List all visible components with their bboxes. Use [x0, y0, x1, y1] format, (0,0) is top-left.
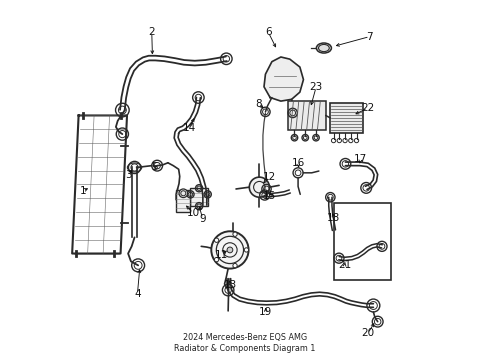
- Text: 20: 20: [361, 328, 374, 338]
- Text: 3: 3: [125, 170, 132, 180]
- Circle shape: [233, 264, 237, 268]
- Bar: [334, 203, 391, 280]
- Text: 14: 14: [183, 123, 196, 133]
- Text: 18: 18: [327, 213, 341, 222]
- Circle shape: [211, 231, 248, 269]
- Text: 7: 7: [367, 32, 373, 41]
- Text: 10: 10: [186, 208, 199, 218]
- Text: 2024 Mercedes-Benz EQS AMG
Radiator & Components Diagram 1: 2024 Mercedes-Benz EQS AMG Radiator & Co…: [174, 333, 316, 353]
- Text: 17: 17: [354, 154, 367, 164]
- Circle shape: [179, 189, 188, 198]
- Circle shape: [227, 247, 233, 253]
- Text: 6: 6: [265, 27, 271, 37]
- Bar: [330, 103, 363, 133]
- Text: 22: 22: [361, 103, 374, 113]
- Circle shape: [215, 238, 219, 242]
- Text: 8: 8: [255, 99, 262, 109]
- Text: 4: 4: [134, 289, 141, 299]
- Bar: [176, 190, 191, 212]
- Text: 19: 19: [259, 307, 272, 317]
- Text: 5: 5: [151, 162, 158, 172]
- Circle shape: [215, 257, 219, 262]
- Text: 21: 21: [338, 260, 351, 270]
- Ellipse shape: [317, 43, 331, 53]
- Text: 12: 12: [263, 172, 276, 182]
- Text: 13: 13: [224, 280, 237, 290]
- Circle shape: [245, 248, 248, 252]
- Bar: [288, 101, 326, 130]
- Text: 16: 16: [292, 158, 305, 168]
- Text: 15: 15: [263, 191, 276, 201]
- Circle shape: [233, 232, 237, 237]
- Text: 1: 1: [79, 186, 86, 196]
- Text: 2: 2: [148, 27, 155, 37]
- Circle shape: [249, 177, 270, 197]
- Text: 23: 23: [309, 82, 322, 93]
- Text: 9: 9: [199, 214, 206, 224]
- Bar: [191, 188, 208, 206]
- Text: 11: 11: [215, 249, 228, 260]
- Polygon shape: [264, 57, 303, 101]
